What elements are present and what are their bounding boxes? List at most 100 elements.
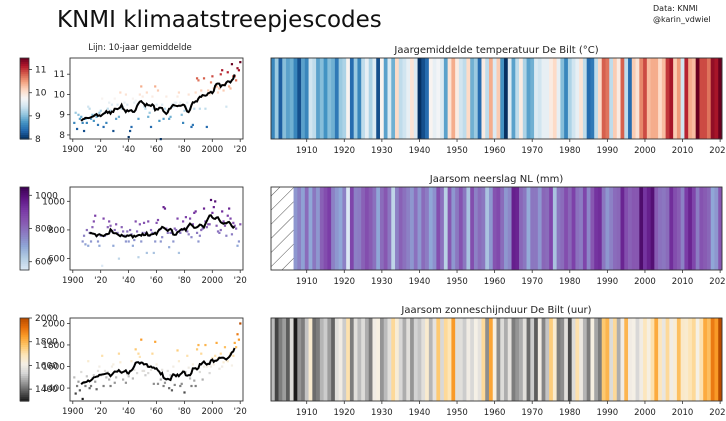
colorbar-tick-label: 1800 — [35, 338, 58, 348]
data-point — [133, 101, 136, 104]
stripe — [714, 318, 719, 401]
stripe — [368, 187, 373, 270]
data-point — [95, 388, 98, 391]
y-tick-label: 1800 — [42, 341, 65, 351]
data-point — [239, 223, 242, 226]
data-point — [225, 105, 228, 108]
data-point — [155, 363, 158, 366]
data-point — [101, 264, 104, 267]
data-point — [195, 231, 199, 234]
stripe — [271, 58, 276, 139]
stripe — [447, 318, 452, 401]
x-tick-label: '80 — [178, 145, 191, 155]
colorbar-segment — [20, 361, 29, 365]
data-point — [177, 251, 181, 255]
data-point — [89, 384, 93, 388]
colorbar-segment — [20, 118, 29, 122]
stripe — [560, 58, 565, 139]
stripe — [428, 187, 433, 270]
colorbar-segment — [20, 240, 29, 244]
data-point — [198, 370, 201, 374]
data-point — [116, 103, 119, 106]
stripe — [571, 318, 576, 401]
colorbar-segment — [20, 376, 29, 379]
stripe — [507, 318, 512, 401]
colorbar-tick-label: 1400 — [35, 385, 58, 395]
running-mean-line — [80, 74, 236, 122]
data-point — [225, 234, 228, 237]
stripe — [639, 187, 644, 270]
stripe — [635, 187, 640, 270]
data-point — [233, 341, 236, 344]
colorbar-segment — [20, 378, 29, 381]
data-point — [98, 365, 101, 368]
colorbar-segment — [20, 224, 29, 228]
stripe — [639, 318, 644, 401]
data-point — [87, 244, 90, 247]
stripe — [488, 187, 494, 270]
data-point — [172, 365, 175, 368]
stripe — [458, 58, 464, 139]
colorbar-segment — [20, 365, 29, 369]
stripe — [695, 58, 700, 139]
stripe — [485, 318, 490, 401]
stripe — [462, 187, 467, 270]
x-tick-label: '20 — [234, 276, 247, 286]
x-tick-label: '80 — [178, 276, 191, 286]
data-point — [172, 240, 175, 243]
stripes-chart: Jaarsom neerslag NL (mm) 1910 1920 1930 1940… — [270, 174, 726, 287]
stripe — [413, 318, 418, 401]
colorbar-segment — [20, 369, 29, 373]
stripe — [334, 58, 339, 139]
data-point — [94, 380, 97, 383]
trend-panel: 8 9 10 11 1900 '20 '40 '60 '80 2000 '20 — [54, 57, 247, 155]
data-point — [108, 378, 111, 381]
stripe — [658, 187, 663, 270]
data-point — [197, 240, 200, 243]
stripe — [410, 58, 415, 139]
stripe — [605, 187, 610, 270]
data-point — [98, 244, 101, 247]
stripe — [413, 58, 418, 139]
charts-layer: 8 9 10 11 8 9 10 11 1900 '20 '40 '60 '80 2000 '20 Jaarg… — [19, 45, 726, 418]
stripe — [338, 58, 343, 139]
data-point — [74, 111, 77, 114]
colorbar-segment — [20, 259, 29, 263]
data-point — [200, 89, 203, 92]
stripe — [507, 187, 512, 270]
data-point — [81, 397, 84, 401]
stripe — [293, 318, 298, 401]
stripe — [631, 187, 636, 270]
data-point — [95, 115, 98, 118]
stripe — [526, 58, 531, 139]
colorbar-segment — [20, 90, 29, 94]
data-point — [193, 379, 196, 382]
stripe — [567, 58, 573, 139]
data-point — [191, 363, 194, 366]
y-tick-label: 1000 — [42, 197, 65, 207]
stripe — [560, 187, 565, 270]
stripe — [334, 187, 339, 270]
colorbar-segment — [20, 106, 29, 110]
data-point — [204, 343, 207, 347]
stripe — [473, 58, 479, 139]
colorbar-segment — [20, 114, 29, 118]
stripe — [376, 187, 381, 270]
stripe — [421, 187, 426, 270]
stripe — [301, 58, 306, 139]
stripes-title: Jaargemiddelde temperatuur De Bilt (°C) — [393, 45, 598, 56]
stripe — [650, 187, 655, 270]
stripe — [654, 58, 659, 139]
stripe — [391, 318, 396, 401]
x-tick-label: 1900 — [62, 407, 84, 417]
stripe — [688, 187, 693, 270]
data-point — [230, 63, 234, 66]
colorbar-segment — [20, 398, 29, 402]
stripe — [447, 187, 452, 270]
data-point — [235, 227, 238, 230]
x-tick-label: '40 — [122, 145, 135, 155]
data-point — [166, 231, 169, 234]
x-tick-label: 1950 — [446, 146, 468, 156]
stripe — [519, 58, 524, 139]
stripe — [504, 318, 509, 401]
